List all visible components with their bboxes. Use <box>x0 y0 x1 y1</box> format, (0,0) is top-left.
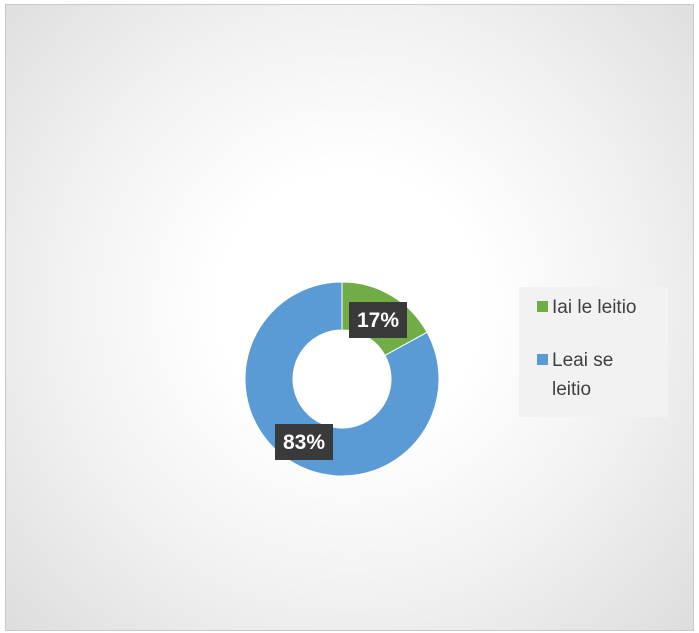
data-label-box-1 <box>275 424 333 460</box>
legend-swatch-0 <box>537 301 548 312</box>
data-label-box-0 <box>349 302 407 338</box>
chart-legend: Iai le leitio Leai se leitio <box>519 287 668 417</box>
legend-item-0: Iai le leitio <box>537 293 662 322</box>
data-label-0: 17% <box>357 309 399 332</box>
legend-label-0: Iai le leitio <box>552 297 637 318</box>
legend-label-1: Leai se leitio <box>552 350 614 400</box>
data-label-1: 83% <box>283 431 325 454</box>
legend-item-1: Leai se leitio <box>537 346 662 404</box>
legend-swatch-1 <box>537 354 548 365</box>
